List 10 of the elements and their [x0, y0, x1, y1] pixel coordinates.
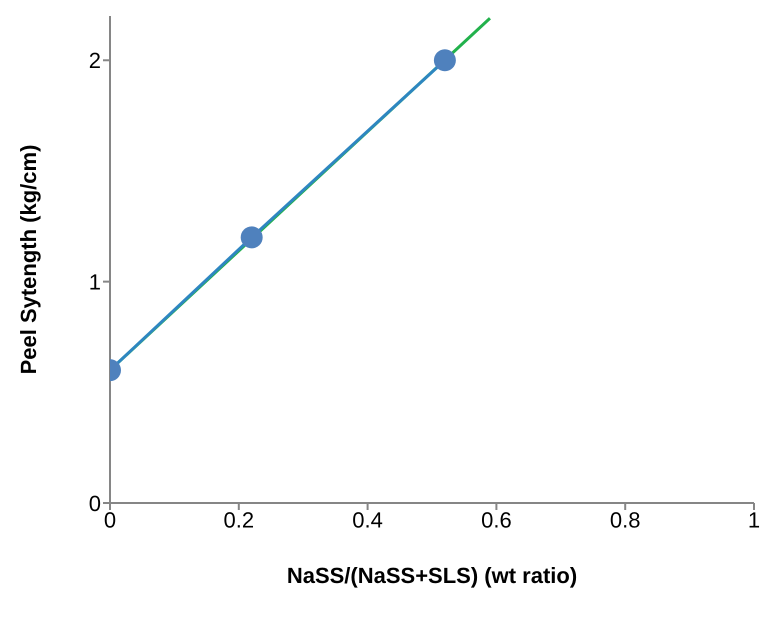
x-tick-label: 0.4 — [352, 508, 383, 533]
x-tick-label: 0.6 — [481, 508, 512, 533]
y-tick-label: 0 — [88, 490, 101, 516]
y-axis-title: Peel Sytength (kg/cm) — [16, 144, 41, 374]
x-tick-label: 0.2 — [224, 508, 254, 533]
x-axis-title: NaSS/(NaSS+SLS) (wt ratio) — [286, 563, 578, 588]
x-tick-label: 0.8 — [610, 508, 640, 533]
x-tick-label: 1 — [748, 508, 760, 533]
y-tick-label: 2 — [88, 48, 101, 74]
y-tick-label: 1 — [88, 269, 101, 294]
